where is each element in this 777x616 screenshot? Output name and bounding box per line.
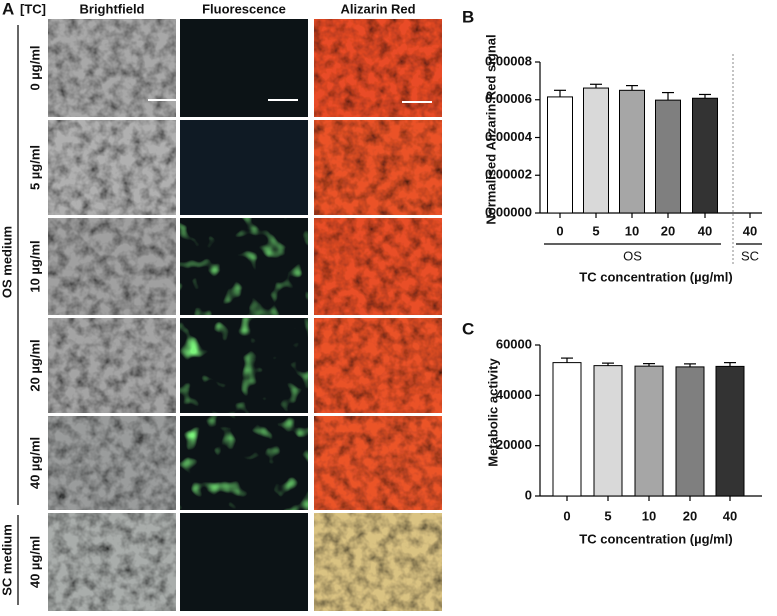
x-tick-label: 20 — [661, 223, 675, 238]
bar — [619, 89, 645, 214]
x-tick-label: 10 — [625, 223, 639, 238]
y-tick-label: 0.00004 — [485, 129, 533, 144]
bar — [675, 366, 705, 497]
panel-label: A — [2, 0, 14, 18]
row-label: 0 µg/ml — [27, 45, 42, 90]
bar — [547, 96, 573, 214]
bar — [552, 362, 582, 497]
x-tick-label: 40 — [698, 223, 712, 238]
panel-label: C — [462, 319, 474, 338]
x-tick-label: 40 — [743, 223, 757, 238]
alizarin-image — [314, 120, 442, 215]
bar — [634, 365, 664, 497]
y-tick-label: 0.00006 — [485, 91, 532, 106]
group-label: SC — [741, 248, 759, 263]
alizarin-image — [314, 416, 442, 510]
y-tick-label: 20000 — [496, 437, 532, 452]
brightfield-image — [48, 513, 176, 611]
bar — [593, 365, 623, 497]
y-axis-label: Metabolic activity — [485, 358, 500, 467]
x-tick-label: 0 — [556, 223, 563, 238]
fluorescence-signal — [180, 218, 308, 315]
brightfield-image — [48, 120, 176, 215]
brightfield-image — [48, 19, 176, 117]
alizarin-image — [314, 218, 442, 315]
x-axis-label: TC concentration (µg/ml) — [579, 531, 732, 546]
x-tick-label: 0 — [563, 508, 570, 523]
row-label: 5 µg/ml — [27, 145, 42, 190]
y-tick-label: 0 — [525, 487, 532, 502]
panel-a: A [TC] OS medium SC medium Brightfield Fl… — [0, 0, 442, 611]
column-header: Brightfield — [80, 1, 145, 16]
bar — [583, 87, 609, 214]
y-tick-label: 60000 — [496, 336, 532, 351]
row-label: 20 µg/ml — [27, 339, 42, 391]
x-tick-label: 5 — [592, 223, 599, 238]
alizarin-image — [314, 19, 442, 117]
y-tick-label: 40000 — [496, 387, 532, 402]
x-tick-label: 10 — [642, 508, 656, 523]
x-tick-label: 40 — [723, 508, 737, 523]
brightfield-image — [48, 416, 176, 510]
brightfield-image — [48, 218, 176, 315]
fluorescence-image — [180, 513, 308, 611]
fluorescence-signal — [180, 416, 308, 510]
x-tick-label: 5 — [604, 508, 611, 523]
panel-label: B — [462, 7, 474, 26]
alizarin-image — [314, 318, 442, 413]
group-label: SC medium — [0, 524, 14, 596]
y-axis-label: Normalised Alizarin Red signal — [483, 34, 498, 224]
bar — [692, 97, 718, 214]
x-tick-label: 20 — [683, 508, 697, 523]
row-label: 10 µg/ml — [27, 240, 42, 292]
x-axis-label: TC concentration (µg/ml) — [579, 269, 732, 284]
brightfield-image — [48, 318, 176, 413]
bar — [715, 365, 745, 497]
group-label: OS medium — [0, 226, 14, 298]
alizarin-image — [314, 513, 442, 611]
bar — [655, 99, 681, 214]
row-label: 40 µg/ml — [27, 437, 42, 489]
y-tick-label: 0.00000 — [485, 204, 532, 219]
row-label: 40 µg/ml — [27, 536, 42, 588]
fluorescence-signal — [180, 318, 308, 413]
y-tick-label: 0.00002 — [485, 167, 532, 182]
fluorescence-image — [180, 19, 308, 117]
fluorescence-image — [180, 120, 308, 215]
tc-label: [TC] — [20, 1, 46, 16]
column-header: Alizarin Red — [340, 1, 415, 16]
column-header: Fluorescence — [202, 1, 286, 16]
y-tick-label: 0.00008 — [485, 53, 532, 68]
group-label: OS — [623, 248, 642, 263]
